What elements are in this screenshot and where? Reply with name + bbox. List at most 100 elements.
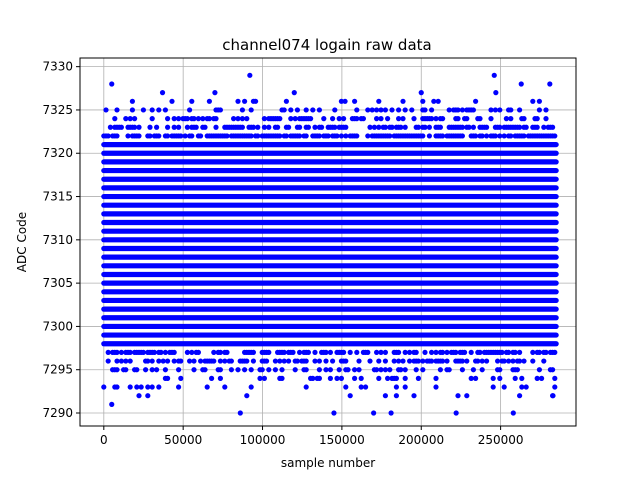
data-point-row	[101, 297, 559, 304]
data-point	[437, 124, 443, 130]
data-point	[433, 116, 439, 122]
data-point	[497, 375, 503, 381]
data-point	[277, 116, 283, 122]
data-point	[198, 133, 204, 139]
data-point	[473, 98, 479, 104]
data-point	[242, 367, 248, 373]
data-point	[341, 349, 347, 355]
data-point	[374, 116, 380, 122]
data-point-row	[101, 254, 559, 260]
data-point	[187, 107, 193, 113]
plot-frame	[79, 57, 577, 427]
data-point	[325, 133, 331, 139]
data-point	[385, 116, 391, 122]
data-point	[321, 116, 327, 122]
data-point	[191, 116, 197, 122]
data-point	[501, 358, 507, 364]
data-point	[464, 393, 470, 399]
data-point	[132, 124, 138, 130]
y-tick-label: 7330	[42, 60, 73, 74]
data-point	[294, 107, 300, 113]
data-point-row	[101, 245, 559, 252]
data-point	[518, 81, 524, 87]
data-point	[512, 375, 518, 381]
data-point	[479, 358, 485, 364]
data-point	[266, 349, 272, 355]
data-point	[162, 367, 168, 373]
data-point	[187, 358, 193, 364]
data-point	[224, 133, 230, 139]
data-point	[429, 349, 435, 355]
data-point	[420, 358, 426, 364]
data-point	[497, 133, 503, 139]
data-point	[411, 393, 417, 399]
data-point	[127, 349, 133, 355]
data-point	[123, 358, 129, 364]
data-point	[288, 107, 294, 113]
data-point	[239, 107, 245, 113]
data-point	[477, 116, 483, 122]
data-point	[407, 358, 413, 364]
data-point	[281, 349, 287, 355]
data-point	[470, 107, 476, 113]
data-point	[224, 349, 230, 355]
data-point	[508, 116, 514, 122]
data-point	[530, 358, 536, 364]
data-point	[140, 107, 146, 113]
data-point	[129, 107, 135, 113]
data-point	[338, 98, 344, 104]
data-point	[484, 124, 490, 130]
data-point	[149, 116, 155, 122]
data-point	[250, 358, 256, 364]
data-point	[519, 375, 525, 381]
data-point	[156, 107, 162, 113]
data-point	[473, 133, 479, 139]
data-point	[519, 384, 525, 390]
data-point	[387, 367, 393, 373]
data-point	[422, 124, 428, 130]
data-point	[182, 133, 188, 139]
data-point-row	[101, 219, 559, 226]
data-point-row	[101, 263, 559, 269]
data-point	[493, 90, 499, 96]
data-point	[426, 133, 432, 139]
data-point	[534, 124, 540, 130]
data-point	[165, 375, 171, 381]
data-point	[365, 349, 371, 355]
data-point	[169, 98, 175, 104]
data-point	[134, 384, 140, 390]
data-point	[541, 124, 547, 130]
data-point	[198, 358, 204, 364]
data-point	[523, 384, 529, 390]
data-point	[517, 393, 523, 399]
data-point	[475, 358, 481, 364]
data-point	[316, 133, 322, 139]
data-point	[376, 124, 382, 130]
data-point	[334, 133, 340, 139]
data-point	[517, 107, 523, 113]
data-point	[165, 124, 171, 130]
data-point	[112, 116, 118, 122]
data-point	[453, 349, 459, 355]
data-point	[391, 358, 397, 364]
data-point	[354, 107, 360, 113]
data-point	[492, 133, 498, 139]
data-point	[523, 124, 529, 130]
data-point	[279, 375, 285, 381]
data-point	[422, 349, 428, 355]
data-point	[396, 349, 402, 355]
data-point	[444, 358, 450, 364]
data-point	[437, 367, 443, 373]
data-point	[127, 384, 133, 390]
data-point	[310, 107, 316, 113]
data-point	[382, 124, 388, 130]
data-point	[248, 367, 254, 373]
data-point	[402, 349, 408, 355]
data-point	[512, 349, 518, 355]
data-point	[550, 124, 556, 130]
data-point	[459, 124, 465, 130]
data-point	[327, 349, 333, 355]
data-point	[147, 124, 153, 130]
data-point	[191, 367, 197, 373]
data-point	[510, 358, 516, 364]
